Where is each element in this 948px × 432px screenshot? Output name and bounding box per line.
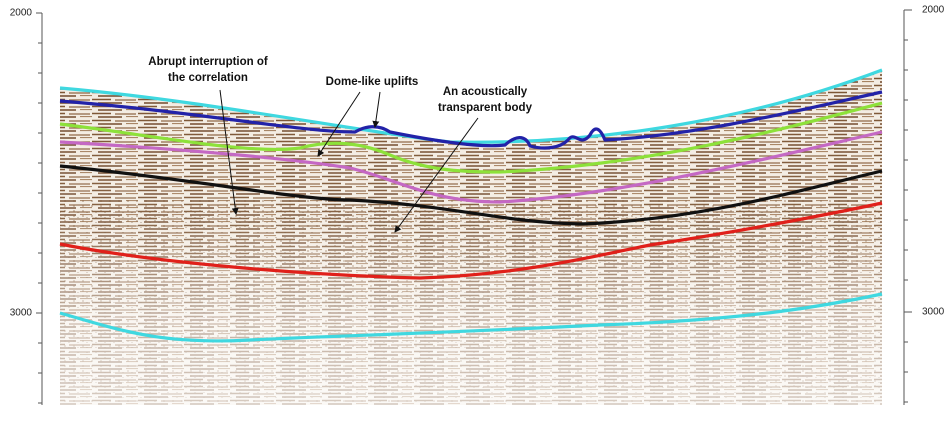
axis-label: 3000 [922, 307, 945, 318]
horizons [59, 68, 883, 343]
horizon-magenta [59, 130, 883, 204]
axis-label: 2000 [922, 5, 945, 16]
left-axis [36, 12, 43, 405]
annotation: Dome-like uplifts [326, 76, 419, 88]
axis-label: 2000 [10, 8, 33, 19]
annotation: the correlation [168, 72, 248, 84]
annotation: transparent body [438, 102, 533, 114]
annotation: An acoustically [443, 86, 528, 98]
annotation: Abrupt interruption of [148, 56, 268, 68]
horizon-deep [59, 292, 883, 343]
horizon-green [59, 101, 883, 174]
arrows [219, 89, 479, 233]
right-axis [903, 9, 912, 405]
horizon-blue [59, 90, 883, 150]
horizon-black [59, 164, 883, 226]
axis-label: 3000 [10, 308, 33, 319]
horizon-red [59, 201, 883, 280]
